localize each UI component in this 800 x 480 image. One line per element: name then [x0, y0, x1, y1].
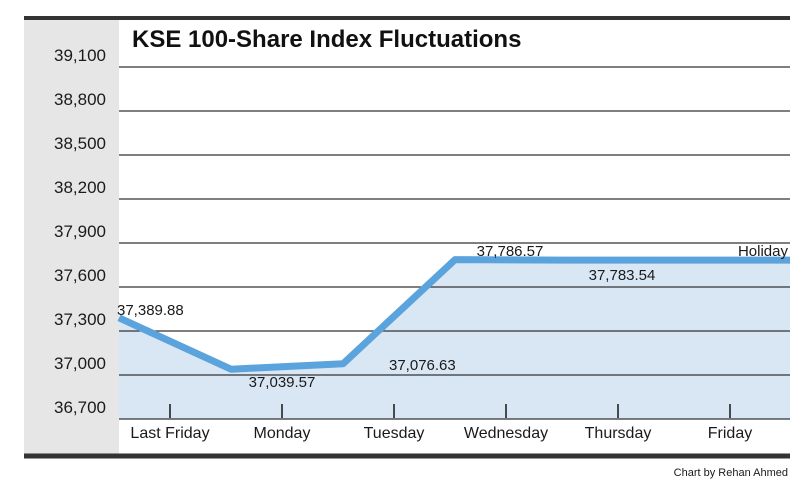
- chart-credit: Chart by Rehan Ahmed: [674, 467, 788, 479]
- data-label: 37,076.63: [389, 357, 456, 374]
- x-axis-labels: Last Friday Monday Tuesday Wednesday Thursda…: [130, 425, 752, 442]
- y-tick-label: 37,000: [54, 354, 106, 373]
- gridlines: [119, 66, 790, 420]
- y-axis-panel: [24, 18, 119, 455]
- x-tick-label: Monday: [254, 425, 311, 442]
- data-label: Holiday: [738, 243, 789, 260]
- data-label: 37,783.54: [589, 267, 656, 284]
- y-tick-label: 36,700: [54, 398, 106, 417]
- data-label: 37,786.57: [477, 243, 544, 260]
- area-fill: [119, 259, 790, 419]
- x-tick-label: Friday: [708, 425, 752, 442]
- chart-title: KSE 100-Share Index Fluctuations: [132, 26, 521, 53]
- data-labels: 37,389.88 37,039.57 37,076.63 37,786.57 37,7…: [117, 243, 788, 391]
- x-tick-label: Thursday: [585, 425, 652, 442]
- y-tick-label: 37,900: [54, 222, 106, 241]
- x-tick-label: Wednesday: [464, 425, 548, 442]
- x-axis-ticks: [169, 404, 731, 418]
- y-tick-label: 37,300: [54, 310, 106, 329]
- y-tick-label: 38,800: [54, 90, 106, 109]
- x-tick-label: Tuesday: [364, 425, 425, 442]
- y-axis-labels: 36,700 37,000 37,300 37,600 37,900 38,200 38,5…: [54, 46, 106, 417]
- y-tick-label: 38,500: [54, 134, 106, 153]
- data-label: 37,389.88: [117, 302, 184, 319]
- y-tick-label: 38,200: [54, 178, 106, 197]
- x-tick-label: Last Friday: [130, 425, 209, 442]
- y-tick-label: 39,100: [54, 46, 106, 65]
- data-label: 37,039.57: [249, 374, 316, 391]
- series-line: [117, 256, 790, 373]
- y-tick-label: 37,600: [54, 266, 106, 285]
